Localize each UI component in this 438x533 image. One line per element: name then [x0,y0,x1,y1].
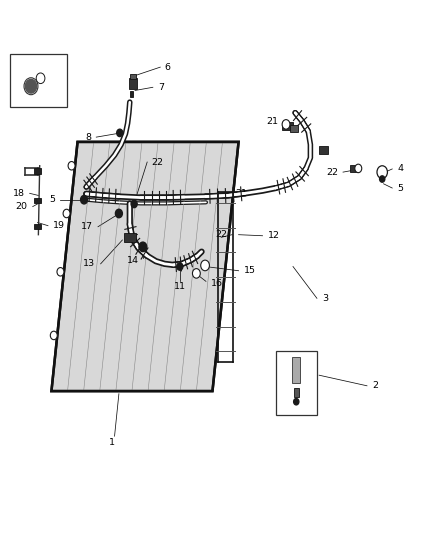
Text: 14: 14 [127,256,139,265]
Bar [293,388,299,398]
Text: 21: 21 [235,189,247,198]
Bar [34,168,41,174]
Circle shape [116,209,122,217]
Circle shape [63,209,70,217]
Text: 18: 18 [12,189,25,198]
Bar [319,146,328,154]
Circle shape [57,268,64,276]
Text: 20: 20 [15,202,28,211]
Text: 10: 10 [28,99,40,108]
Text: 6: 6 [165,63,170,71]
Text: 2: 2 [372,381,378,390]
Circle shape [380,176,385,182]
Text: 22: 22 [215,230,227,239]
Text: 8: 8 [85,133,91,142]
Circle shape [282,119,290,129]
Text: 9: 9 [19,74,25,83]
Text: 11: 11 [174,282,186,291]
Bar [130,74,136,79]
Circle shape [131,200,137,208]
Bar [10,54,67,108]
Circle shape [293,399,299,405]
Circle shape [177,263,183,270]
Text: 12: 12 [268,231,280,240]
Bar [124,232,136,242]
Text: 5: 5 [397,183,403,192]
Circle shape [68,161,75,170]
Circle shape [139,242,147,252]
Circle shape [192,269,200,278]
Circle shape [377,166,388,179]
Polygon shape [51,142,239,391]
Text: 5: 5 [49,195,55,204]
Bar [129,78,137,90]
Text: 1: 1 [110,438,115,447]
Text: 3: 3 [322,294,328,303]
Circle shape [81,196,88,204]
Text: 22: 22 [326,167,338,176]
Text: 4: 4 [397,165,403,173]
Text: 22: 22 [152,158,163,166]
Circle shape [25,79,37,93]
Bar [34,198,41,203]
Bar [283,122,293,130]
Circle shape [36,73,45,84]
Text: 15: 15 [244,266,256,275]
Text: 13: 13 [83,260,95,268]
Circle shape [201,260,209,271]
Circle shape [50,331,57,340]
Bar [276,351,317,415]
Bar [34,224,41,229]
Bar [350,165,358,172]
Bar [130,91,133,98]
Text: 17: 17 [81,222,93,231]
Text: 16: 16 [211,279,223,288]
Text: 21: 21 [266,117,278,126]
Circle shape [117,129,123,136]
Bar [290,125,298,132]
Circle shape [355,164,362,173]
Bar [292,357,300,383]
Text: 7: 7 [158,83,164,92]
Text: 19: 19 [53,221,65,230]
